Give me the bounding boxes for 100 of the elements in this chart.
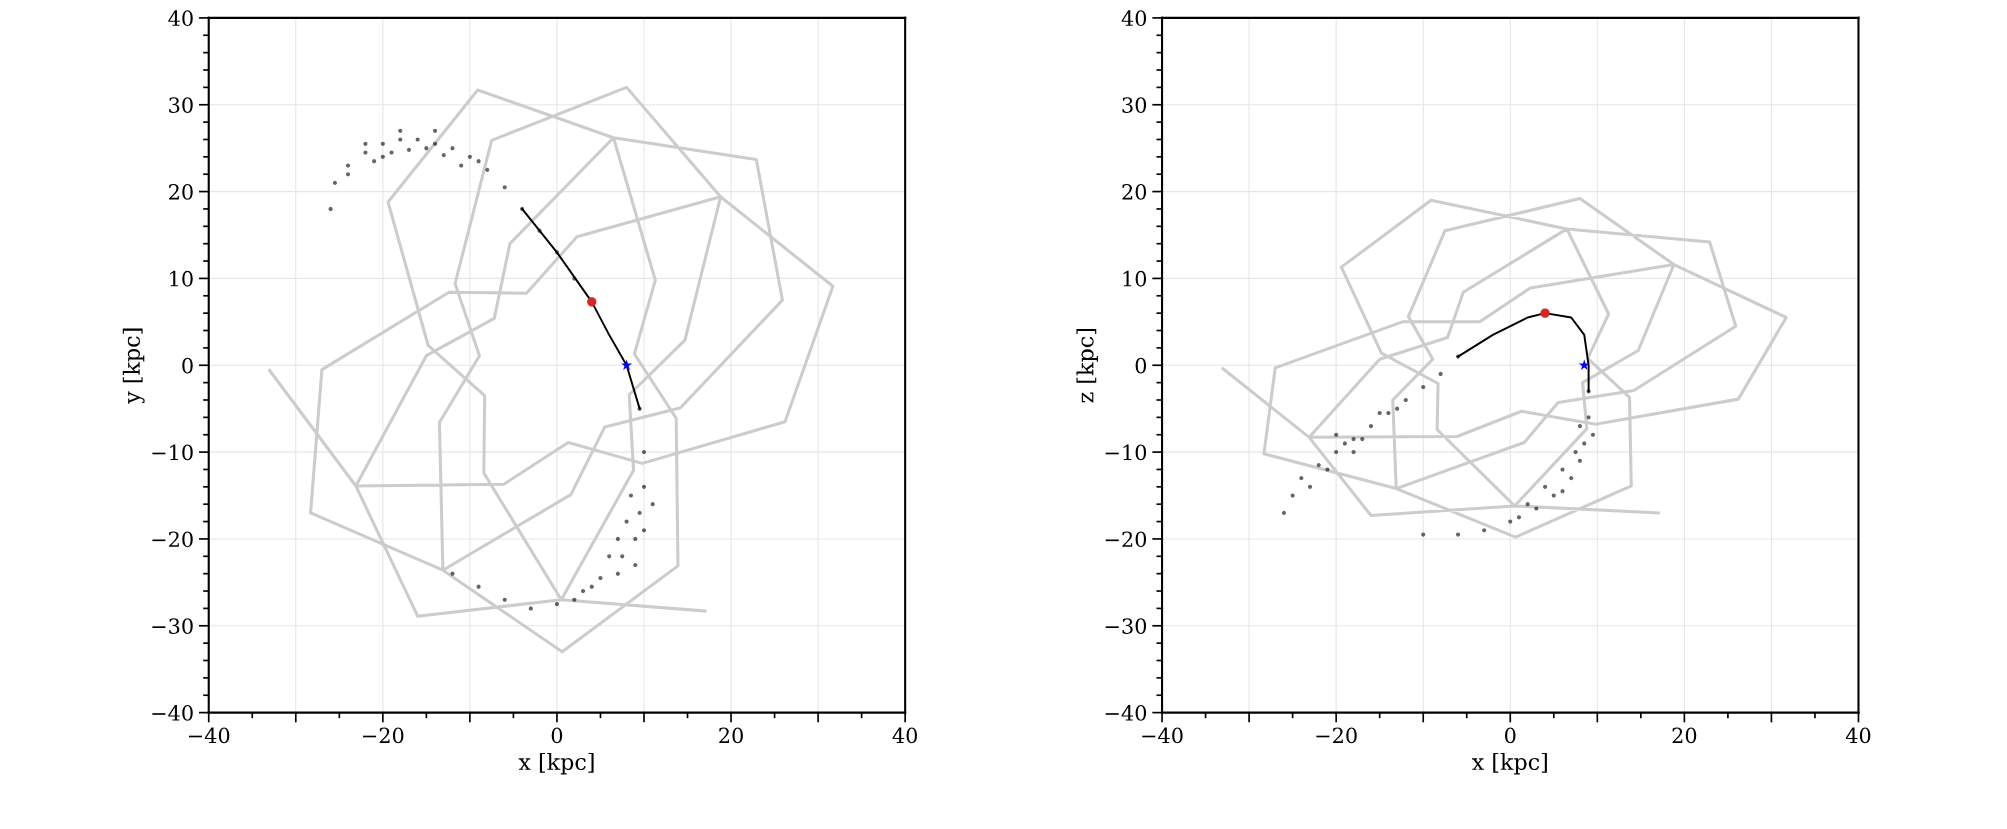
point	[528, 606, 533, 611]
x-tick-label: −40	[188, 727, 230, 744]
point	[641, 528, 647, 533]
y-tick-label: 30	[169, 97, 193, 113]
line-series	[268, 85, 835, 654]
point	[1316, 463, 1321, 468]
x-tick-label: −40	[1142, 727, 1183, 744]
point	[332, 180, 338, 185]
point	[467, 154, 472, 159]
point	[1582, 441, 1587, 446]
point	[621, 359, 633, 370]
point	[372, 159, 377, 164]
point	[1573, 450, 1578, 455]
point	[485, 167, 490, 172]
y-tick-label: 0	[182, 357, 193, 374]
y-tick-label: −30	[1105, 618, 1147, 634]
point	[476, 159, 481, 164]
point	[1342, 441, 1347, 446]
point	[1569, 476, 1574, 481]
y-tick-label: 20	[1122, 184, 1147, 200]
y-tick-label: −10	[1105, 444, 1147, 461]
point	[502, 597, 507, 602]
point	[589, 584, 594, 589]
point	[1325, 467, 1330, 472]
point	[628, 493, 634, 498]
point	[1577, 458, 1582, 463]
x-axis-title: x [kpc]	[518, 752, 594, 775]
point	[650, 502, 655, 507]
point	[1377, 410, 1382, 416]
x-tick-label: −20	[1316, 727, 1357, 744]
point	[380, 141, 385, 146]
point	[380, 154, 385, 159]
x-tick-label: 20	[719, 727, 743, 744]
point	[1508, 519, 1513, 524]
x-tick-label: −20	[363, 727, 404, 744]
point	[572, 597, 577, 602]
point	[1560, 467, 1565, 472]
y-tick-label: 20	[169, 184, 193, 200]
point	[620, 554, 625, 559]
y-tick-label: −10	[152, 444, 193, 461]
point	[1299, 476, 1304, 481]
point	[1560, 489, 1565, 494]
point	[633, 562, 638, 568]
point	[389, 150, 394, 155]
line-series	[1221, 197, 1788, 539]
point	[1281, 510, 1287, 515]
y-tick-label: 0	[1135, 357, 1147, 374]
point	[598, 575, 603, 581]
point	[587, 297, 597, 307]
y-tick-label: −40	[1105, 705, 1147, 721]
point	[1590, 432, 1596, 437]
point	[398, 137, 403, 142]
point	[1334, 432, 1339, 437]
point	[1455, 532, 1461, 537]
point	[424, 146, 429, 151]
y-axis-title: y [kpc]	[122, 328, 145, 404]
point	[441, 153, 446, 158]
x-tick-label: 40	[1845, 727, 1871, 744]
point	[328, 206, 333, 212]
point	[1525, 502, 1530, 507]
point	[615, 536, 620, 542]
point	[363, 141, 368, 146]
point	[633, 536, 638, 542]
point	[1351, 450, 1356, 455]
point	[502, 185, 507, 190]
point	[1421, 532, 1426, 537]
y-tick-label: −20	[152, 531, 193, 548]
point	[1334, 450, 1339, 455]
y-tick-label: 40	[1121, 10, 1147, 27]
x-tick-label: 0	[551, 727, 563, 744]
y-tick-label: −20	[1105, 531, 1147, 548]
point	[1351, 436, 1356, 442]
point	[615, 571, 620, 576]
point	[432, 141, 438, 146]
x-tick-label: 40	[892, 727, 918, 744]
point	[1540, 308, 1550, 318]
y-tick-label: 10	[170, 270, 193, 287]
line-series	[521, 207, 641, 410]
point	[580, 588, 586, 594]
y-tick-label: 40	[168, 10, 193, 27]
point	[1438, 371, 1443, 377]
point	[1307, 484, 1313, 489]
x-tick-label: 20	[1672, 727, 1697, 744]
y-tick-label: −30	[152, 618, 193, 634]
point	[1386, 410, 1391, 416]
point	[459, 163, 464, 168]
point	[406, 147, 412, 152]
y-axis-title: z [kpc]	[1076, 329, 1098, 403]
point	[1516, 515, 1522, 520]
point	[1551, 493, 1556, 498]
point	[1403, 397, 1408, 403]
point	[1395, 406, 1400, 411]
point	[1577, 423, 1582, 429]
point	[637, 510, 642, 515]
point	[345, 163, 351, 168]
point	[450, 146, 455, 151]
point	[554, 601, 560, 607]
point	[345, 172, 351, 177]
y-tick-label: 10	[1123, 270, 1147, 287]
point	[1578, 359, 1590, 370]
